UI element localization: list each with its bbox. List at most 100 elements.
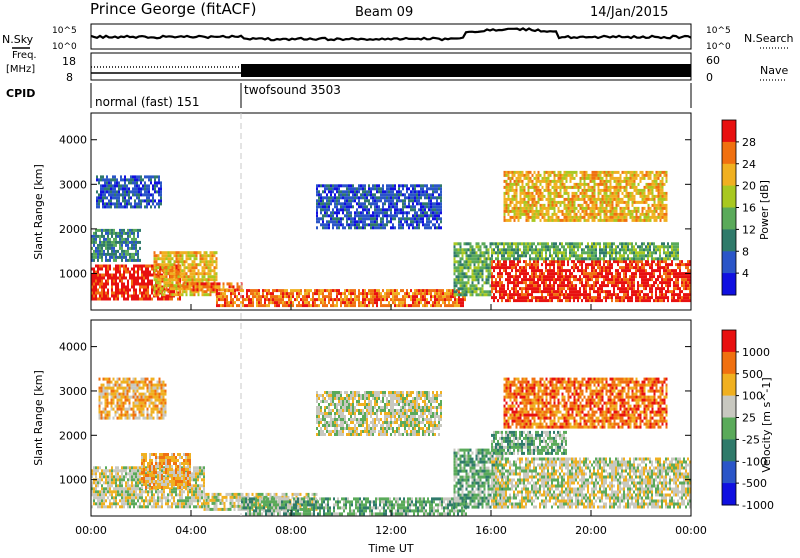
heatmap-cell: [336, 196, 338, 199]
heatmap-cell: [266, 295, 268, 298]
heatmap-cell: [408, 196, 410, 199]
heatmap-cell: [448, 301, 450, 304]
heatmap-cell: [144, 181, 146, 184]
heatmap-cell: [641, 254, 643, 257]
heatmap-cell: [112, 202, 114, 205]
heatmap-cell: [520, 198, 522, 201]
heatmap-cell: [125, 253, 127, 256]
heatmap-cell: [531, 257, 533, 260]
heatmap-cell: [649, 296, 651, 299]
heatmap-cell: [468, 248, 470, 251]
heatmap-cell: [182, 260, 184, 263]
heatmap-cell: [420, 184, 422, 187]
heatmap-cell: [531, 251, 533, 254]
heatmap-cell: [667, 278, 669, 281]
heatmap-cell: [645, 263, 647, 266]
heatmap-cell: [513, 275, 515, 278]
heatmap-cell: [543, 248, 545, 251]
heatmap-cell: [428, 292, 430, 295]
heatmap-cell: [540, 213, 542, 216]
heatmap-cell: [503, 245, 505, 248]
heatmap-cell: [412, 214, 414, 217]
heatmap-cell: [388, 205, 390, 208]
heatmap-cell: [565, 254, 567, 257]
heatmap-cell: [96, 199, 98, 202]
heatmap-cell: [468, 257, 470, 260]
heatmap-cell: [338, 223, 340, 226]
heatmap-cell: [507, 284, 509, 287]
heatmap-cell: [115, 256, 117, 259]
heatmap-cell: [386, 190, 388, 193]
heatmap-cell: [112, 187, 114, 190]
heatmap-cell: [464, 248, 466, 251]
heatmap-cell: [428, 187, 430, 190]
heatmap-cell: [482, 293, 484, 296]
heatmap-cell: [625, 269, 627, 272]
heatmap-cell: [561, 251, 563, 254]
heatmap-cell: [107, 277, 109, 280]
heatmap-cell: [264, 304, 266, 307]
heatmap-cell: [491, 281, 493, 284]
heatmap-cell: [248, 289, 250, 292]
heatmap-cell: [414, 217, 416, 220]
heatmap-cell: [585, 278, 587, 281]
heatmap-cell: [99, 253, 101, 256]
heatmap-cell: [332, 187, 334, 190]
heatmap-cell: [585, 299, 587, 302]
heatmap-cell: [552, 180, 554, 183]
heatmap-cell: [320, 217, 322, 220]
heatmap-cell: [424, 190, 426, 193]
heatmap-cell: [366, 190, 368, 193]
heatmap-cell: [491, 284, 493, 287]
heatmap-cell: [476, 275, 478, 278]
heatmap-cell: [589, 287, 591, 290]
heatmap-cell: [416, 214, 418, 217]
heatmap-cell: [501, 266, 503, 269]
heatmap-cell: [170, 287, 172, 290]
heatmap-cell: [685, 266, 687, 269]
heatmap-cell: [499, 269, 501, 272]
heatmap-cell: [534, 177, 536, 180]
heatmap-cell: [332, 196, 334, 199]
heatmap-cell: [258, 301, 260, 304]
heatmap-cell: [535, 284, 537, 287]
heatmap-cell: [117, 241, 119, 244]
heatmap-cell: [587, 275, 589, 278]
heatmap-cell: [99, 286, 101, 289]
heatmap-cell: [156, 266, 158, 269]
heatmap-cell: [647, 263, 649, 266]
heatmap-cell: [390, 217, 392, 220]
heatmap-cell: [292, 304, 294, 307]
heatmap-cell: [406, 205, 408, 208]
heatmap-cell: [109, 268, 111, 271]
heatmap-cell: [621, 248, 623, 251]
heatmap-cell: [495, 284, 497, 287]
heatmap-cell: [545, 263, 547, 266]
heatmap-cell: [633, 245, 635, 248]
heatmap-cell: [609, 278, 611, 281]
heatmap-cell: [356, 226, 358, 229]
heatmap-cell: [657, 287, 659, 290]
heatmap-cell: [551, 272, 553, 275]
heatmap-cell: [609, 296, 611, 299]
heatmap-cell: [258, 298, 260, 301]
heatmap-cell: [192, 293, 194, 296]
heatmap-cell: [100, 190, 102, 193]
heatmap-cell: [107, 244, 109, 247]
heatmap-cell: [637, 257, 639, 260]
heatmap-cell: [585, 251, 587, 254]
heatmap-cell: [617, 287, 619, 290]
heatmap-cell: [96, 190, 98, 193]
heatmap-cell: [543, 272, 545, 275]
heatmap-cell: [530, 192, 532, 195]
heatmap-cell: [133, 238, 135, 241]
heatmap-cell: [139, 259, 141, 262]
heatmap-cell: [198, 263, 200, 266]
heatmap-cell: [322, 289, 324, 292]
heatmap-cell: [667, 299, 669, 302]
heatmap-cell: [104, 193, 106, 196]
heatmap-cell: [135, 280, 137, 283]
heatmap-cell: [125, 277, 127, 280]
heatmap-cell: [100, 178, 102, 181]
heatmap-cell: [597, 287, 599, 290]
